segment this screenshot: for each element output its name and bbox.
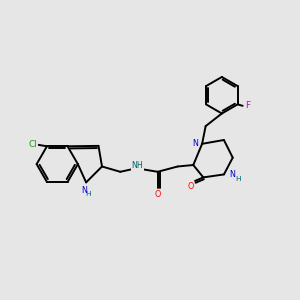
Text: N: N (193, 139, 199, 148)
Text: H: H (86, 190, 91, 196)
Text: N: N (229, 170, 235, 179)
Text: F: F (245, 101, 250, 110)
Text: N: N (81, 186, 87, 195)
Text: O: O (188, 182, 194, 191)
Text: Cl: Cl (29, 140, 38, 149)
Text: H: H (235, 176, 241, 182)
Text: O: O (154, 190, 161, 199)
Text: NH: NH (131, 161, 143, 170)
